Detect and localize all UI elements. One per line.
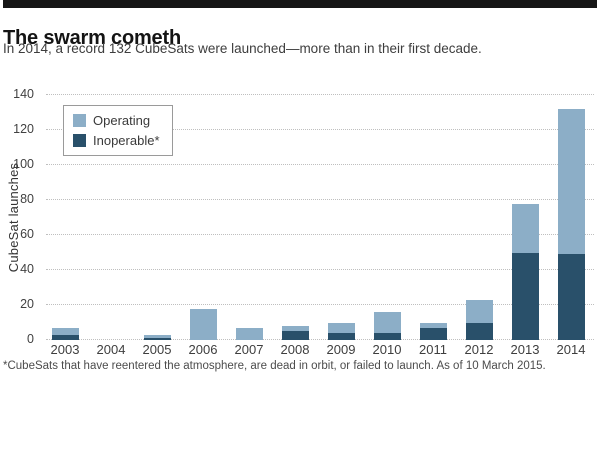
y-tick-label: 20 xyxy=(20,297,34,311)
chart-title: The swarm cometh xyxy=(3,27,181,50)
legend-item-inoperable: Inoperable* xyxy=(73,133,160,148)
gridline-y60 xyxy=(46,234,594,235)
segment-inoperable-2009 xyxy=(327,333,355,340)
gridline-y20 xyxy=(46,304,594,305)
bar-slot-2011 xyxy=(410,95,456,340)
segment-inoperable-2012 xyxy=(465,322,493,340)
x-axis-labels: 2003 2004 2005 2006 2007 2008 2009 2010 2011 2012… xyxy=(42,342,594,357)
bar-2008 xyxy=(281,326,309,340)
x-tick-label-2007: 2007 xyxy=(234,342,264,357)
segment-inoperable-2010 xyxy=(373,333,401,340)
operating-swatch-icon xyxy=(73,114,86,127)
segment-inoperable-2005 xyxy=(143,338,171,340)
y-tick-label: 60 xyxy=(20,227,34,241)
segment-operating-2013 xyxy=(511,203,539,253)
segment-inoperable-2011 xyxy=(419,327,447,340)
y-tick-label: 120 xyxy=(13,122,34,136)
bar-2011 xyxy=(419,322,447,340)
x-tick-label-2010: 2010 xyxy=(372,342,402,357)
bar-2013 xyxy=(511,203,539,340)
bar-2014 xyxy=(557,109,585,340)
segment-operating-2010 xyxy=(373,312,401,333)
bar-2007 xyxy=(235,327,263,340)
y-tick-label: 40 xyxy=(20,262,34,276)
bar-slot-2010 xyxy=(364,95,410,340)
bar-2006 xyxy=(189,308,217,340)
segment-operating-2003 xyxy=(51,327,79,335)
x-tick-label-2009: 2009 xyxy=(326,342,356,357)
bar-2012 xyxy=(465,299,493,340)
segment-operating-2012 xyxy=(465,299,493,323)
x-tick-label-2013: 2013 xyxy=(510,342,540,357)
footnote: *CubeSats that have reentered the atmosp… xyxy=(3,360,546,372)
x-tick-label-2003: 2003 xyxy=(50,342,80,357)
bar-slot-2005 xyxy=(134,95,180,340)
top-rule xyxy=(3,0,597,8)
segment-operating-2007 xyxy=(235,327,263,340)
segment-inoperable-2003 xyxy=(51,334,79,340)
plot-area: 0 20 40 60 80 100 120 140 CubeSat launches 2003… xyxy=(7,87,594,357)
bar-slot-2013 xyxy=(502,95,548,340)
y-axis-title-wrap: CubeSat launches xyxy=(2,95,26,340)
inoperable-swatch-icon xyxy=(73,134,86,147)
gridline-y0 xyxy=(46,339,594,340)
segment-operating-2014 xyxy=(557,109,585,255)
x-tick-label-2011: 2011 xyxy=(419,342,447,357)
legend-item-operating: Operating xyxy=(73,113,160,128)
bars-container xyxy=(42,95,594,340)
segment-inoperable-2013 xyxy=(511,252,539,340)
bar-slot-2014 xyxy=(548,95,594,340)
segment-inoperable-2008 xyxy=(281,331,309,340)
segment-operating-2011 xyxy=(419,322,447,328)
x-tick-label-2014: 2014 xyxy=(556,342,586,357)
gridline-y80 xyxy=(46,199,594,200)
gridline-y100 xyxy=(46,164,594,165)
bar-2005 xyxy=(143,334,171,340)
bar-slot-2012 xyxy=(456,95,502,340)
y-tick-label: 100 xyxy=(13,157,34,171)
bar-2010 xyxy=(373,312,401,340)
x-tick-label-2004: 2004 xyxy=(96,342,126,357)
y-tick-label: 80 xyxy=(20,192,34,206)
x-tick-label-2012: 2012 xyxy=(464,342,494,357)
y-axis-title: CubeSat launches xyxy=(6,162,22,273)
x-tick-label-2005: 2005 xyxy=(142,342,172,357)
bar-slot-2003 xyxy=(42,95,88,340)
segment-operating-2006 xyxy=(189,308,217,340)
y-tick-label: 140 xyxy=(13,87,34,101)
bar-slot-2007 xyxy=(226,95,272,340)
bar-2009 xyxy=(327,322,355,340)
y-tick-label: 0 xyxy=(27,332,34,346)
x-tick-label-2008: 2008 xyxy=(280,342,310,357)
legend-label-operating: Operating xyxy=(93,113,151,128)
y-axis-ticks: 0 20 40 60 80 100 120 140 xyxy=(0,87,34,346)
bar-slot-2006 xyxy=(180,95,226,340)
bar-2003 xyxy=(51,327,79,340)
segment-operating-2009 xyxy=(327,322,355,333)
gridline-y40 xyxy=(46,269,594,270)
x-tick-label-2006: 2006 xyxy=(188,342,218,357)
segment-inoperable-2014 xyxy=(557,254,585,340)
gridline-y120 xyxy=(46,129,594,130)
bar-slot-2008 xyxy=(272,95,318,340)
segment-operating-2008 xyxy=(281,326,309,332)
legend-label-inoperable: Inoperable* xyxy=(93,133,160,148)
bar-slot-2009 xyxy=(318,95,364,340)
chart-subtitle: In 2014, a record 132 CubeSats were laun… xyxy=(3,41,482,56)
gridline-y140 xyxy=(46,94,594,95)
segment-operating-2005 xyxy=(143,334,171,339)
legend: Operating Inoperable* xyxy=(63,105,173,156)
